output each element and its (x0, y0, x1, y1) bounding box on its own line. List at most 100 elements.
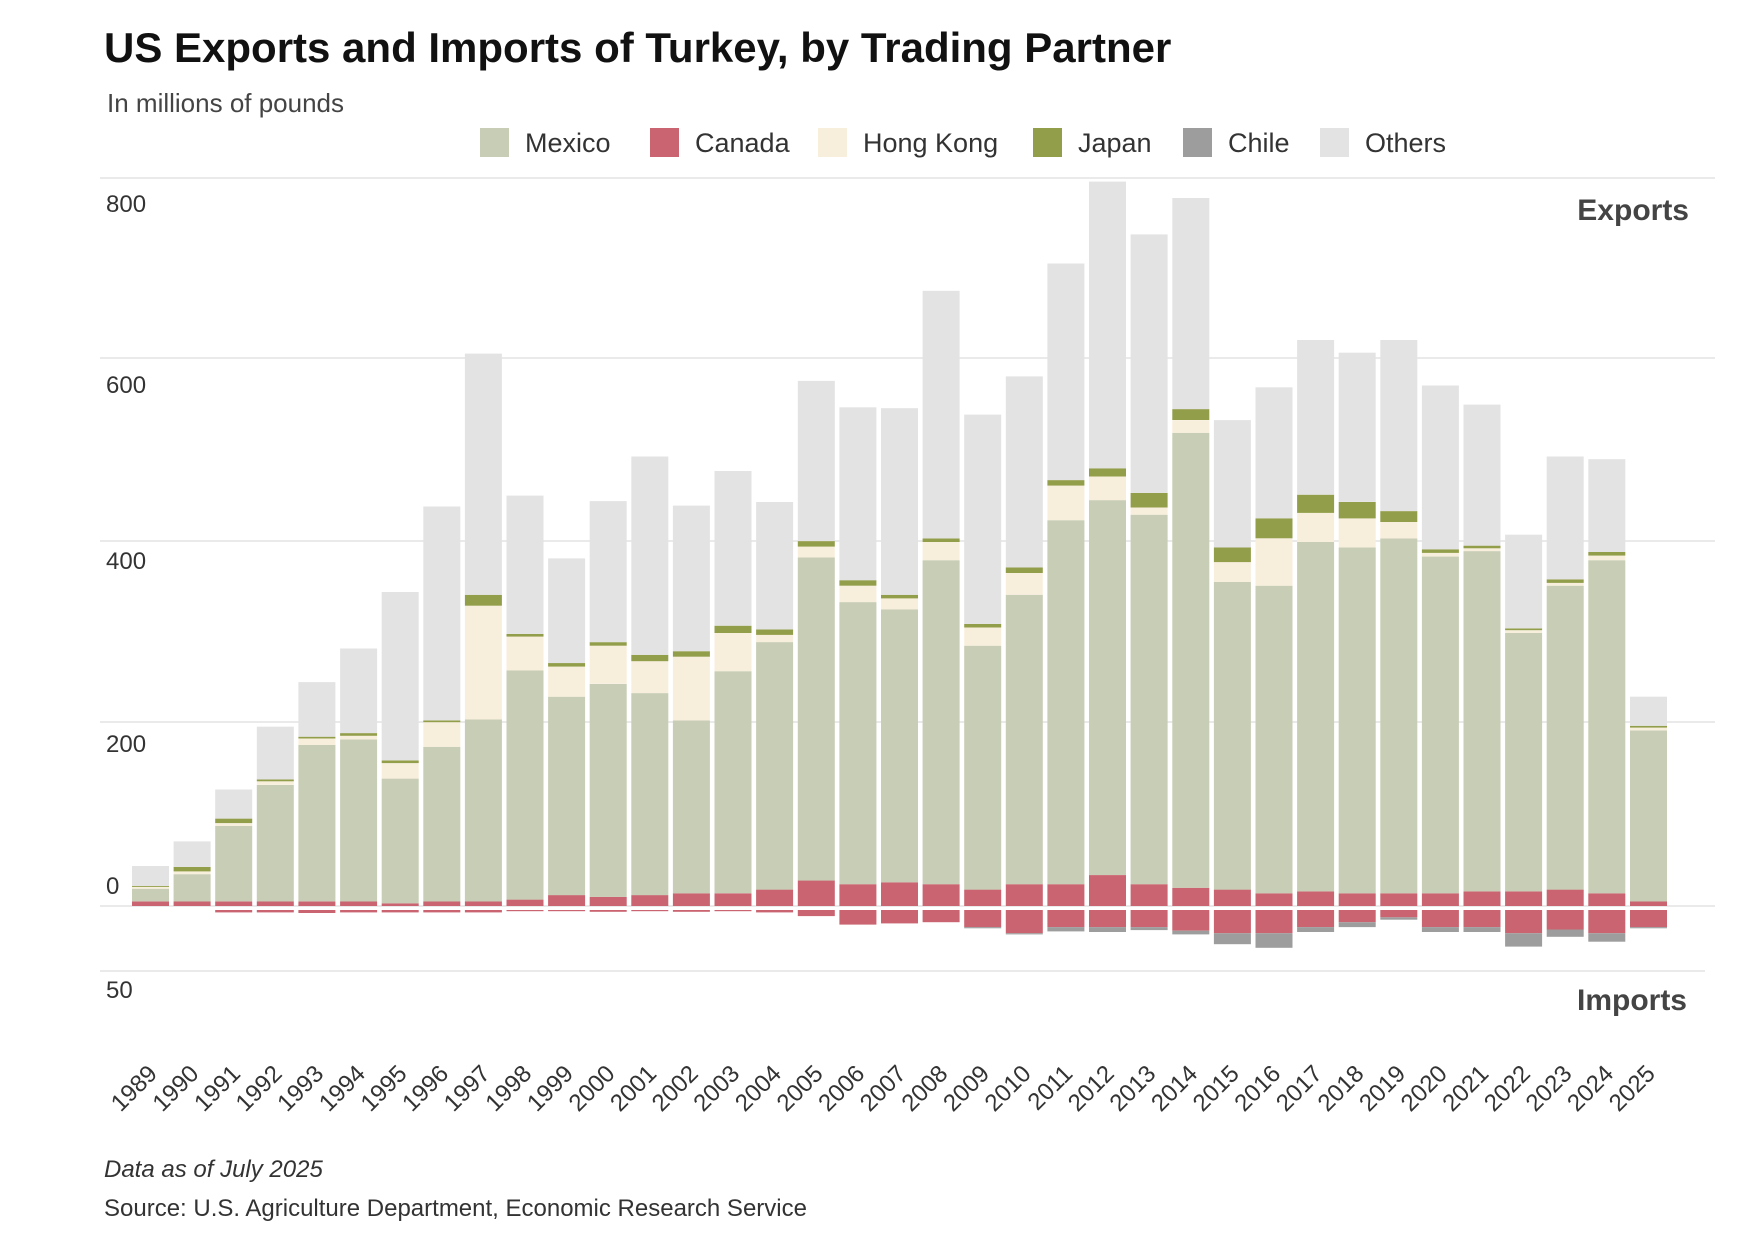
x-tick-2020: 2020 (1396, 1060, 1453, 1117)
y-tick-imports-50: 50 (106, 977, 133, 1004)
bar-export-japan-1992 (256, 779, 294, 782)
bar-import-canada-2023 (1546, 910, 1584, 930)
bar-export-japan-2022 (1505, 628, 1543, 631)
chart-title: US Exports and Imports of Turkey, by Tra… (104, 24, 1171, 71)
bar-import-canada-2004 (756, 910, 794, 913)
bar-export-canada-2018 (1338, 893, 1376, 906)
bar-export-hong-kong-2013 (1130, 507, 1168, 515)
legend-label-canada: Canada (695, 128, 791, 158)
bar-export-japan-2003 (714, 625, 752, 633)
bar-export-japan-1993 (298, 736, 336, 739)
bar-export-japan-2011 (1047, 480, 1085, 486)
bar-import-chile-2010 (1005, 933, 1043, 935)
bar-export-others-2024 (1588, 459, 1626, 552)
bar-export-others-2007 (881, 408, 918, 595)
bar-export-canada-1997 (464, 901, 502, 906)
bar-export-mexico-2002 (672, 720, 710, 894)
bar-export-canada-1989 (132, 901, 169, 906)
bar-import-canada-2022 (1505, 910, 1543, 934)
x-tick-2010: 2010 (980, 1060, 1037, 1117)
bar-export-mexico-1990 (173, 874, 211, 902)
bar-export-others-2004 (756, 502, 794, 630)
x-tick-1990: 1990 (147, 1060, 204, 1117)
bar-export-canada-2008 (922, 884, 960, 906)
bar-export-mexico-2013 (1130, 514, 1168, 885)
bar-export-mexico-2000 (589, 684, 627, 897)
bar-export-hong-kong-1995 (381, 763, 419, 779)
bar-export-others-2014 (1172, 198, 1210, 410)
bar-export-japan-2025 (1630, 725, 1667, 728)
bar-export-hong-kong-1992 (256, 781, 294, 785)
bar-export-canada-2000 (589, 896, 627, 906)
bar-import-canada-2012 (1089, 910, 1126, 928)
bar-export-mexico-2023 (1546, 585, 1584, 890)
bar-export-japan-2010 (1005, 567, 1043, 573)
x-tick-2009: 2009 (938, 1060, 995, 1117)
exports-label: Exports (1577, 194, 1689, 227)
bar-export-japan-2020 (1421, 549, 1459, 553)
x-tick-2024: 2024 (1562, 1060, 1619, 1117)
x-tick-2001: 2001 (605, 1060, 662, 1117)
bar-export-japan-1999 (548, 663, 586, 667)
bar-export-hong-kong-2022 (1505, 630, 1543, 633)
bar-export-hong-kong-2016 (1255, 538, 1293, 586)
bar-import-chile-2014 (1172, 930, 1210, 935)
bar-export-mexico-1999 (548, 696, 586, 896)
bar-export-hong-kong-2018 (1338, 518, 1376, 548)
bar-export-hong-kong-1991 (215, 823, 253, 826)
data-note: Data as of July 2025 (104, 1156, 323, 1183)
bar-export-japan-2017 (1297, 494, 1335, 513)
legend-swatch-chile (1183, 128, 1212, 157)
legend: Mexico Canada Hong Kong Japan Chile Others (480, 128, 1446, 158)
bar-import-canada-1991 (215, 910, 253, 913)
bar-export-canada-1999 (548, 895, 586, 906)
bar-import-chile-2024 (1588, 933, 1626, 942)
bar-import-canada-2009 (964, 910, 1002, 928)
bar-export-japan-2013 (1130, 492, 1168, 508)
x-axis-ticks: 1989199019911992199319941995199619971998… (106, 1060, 1661, 1117)
x-tick-2011: 2011 (1023, 1060, 1079, 1116)
x-tick-1992: 1992 (231, 1060, 288, 1117)
x-tick-2017: 2017 (1271, 1060, 1328, 1117)
bar-export-hong-kong-2023 (1546, 583, 1584, 586)
bar-export-others-1996 (423, 506, 461, 721)
bar-export-japan-2014 (1172, 409, 1210, 420)
bar-export-mexico-2025 (1630, 730, 1667, 902)
bar-export-japan-2015 (1213, 547, 1251, 563)
bar-export-mexico-2001 (631, 693, 669, 896)
bar-import-canada-1995 (381, 910, 419, 913)
bar-export-others-1989 (132, 866, 169, 886)
bar-export-mexico-2022 (1505, 633, 1543, 892)
bar-export-others-2023 (1546, 456, 1584, 580)
bar-export-others-2000 (589, 501, 627, 643)
x-tick-2002: 2002 (647, 1060, 704, 1117)
x-tick-2015: 2015 (1188, 1060, 1245, 1117)
bar-export-canada-2010 (1005, 884, 1043, 906)
bar-export-canada-2025 (1630, 901, 1667, 906)
bar-export-others-2008 (922, 290, 960, 539)
bar-export-hong-kong-1990 (173, 871, 211, 875)
y-tick-800: 800 (106, 191, 146, 218)
bar-export-others-1995 (381, 592, 419, 761)
bar-export-mexico-2008 (922, 560, 960, 885)
bar-export-canada-1992 (256, 901, 294, 906)
chart-subtitle: In millions of pounds (107, 88, 344, 118)
bar-export-mexico-2021 (1463, 551, 1501, 892)
bar-export-others-2001 (631, 456, 669, 655)
source-note: Source: U.S. Agriculture Department, Eco… (104, 1195, 807, 1222)
bar-export-japan-1994 (340, 733, 378, 736)
bar-export-others-1990 (173, 841, 211, 867)
bar-import-canada-2010 (1005, 910, 1043, 934)
bar-export-japan-2006 (839, 580, 877, 586)
bar-export-hong-kong-1998 (506, 636, 544, 671)
bar-export-others-1992 (256, 726, 294, 780)
bar-export-others-2009 (964, 414, 1002, 624)
bar-import-canada-1997 (464, 910, 502, 913)
bar-export-japan-1998 (506, 633, 544, 637)
x-tick-2007: 2007 (855, 1060, 912, 1117)
x-tick-2018: 2018 (1313, 1060, 1370, 1117)
bar-export-japan-2018 (1338, 502, 1376, 519)
bar-export-japan-2009 (964, 623, 1002, 628)
x-tick-2021: 2021 (1437, 1060, 1494, 1117)
bars-group (132, 181, 1667, 948)
